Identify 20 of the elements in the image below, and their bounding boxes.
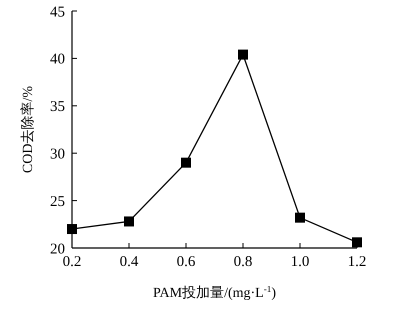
y-axis-title: COD去除率/% xyxy=(20,86,36,174)
point xyxy=(238,50,248,60)
y-tick-label: 35 xyxy=(50,99,65,116)
y-tick-label: 20 xyxy=(50,241,65,258)
point xyxy=(67,224,77,234)
x-tick-label: 0.6 xyxy=(176,254,196,270)
point xyxy=(295,212,305,223)
x-tick-label: 0.4 xyxy=(120,254,139,270)
x-tick-label: 0.2 xyxy=(62,254,82,270)
x-tick-label: 0.8 xyxy=(234,254,252,270)
x-tick-label: 1.0 xyxy=(290,254,310,270)
y-tick-label: 25 xyxy=(50,194,65,210)
y-tick-label: 40 xyxy=(50,52,65,68)
x-axis-title: PAM投加量/(mg·L$^{-1}$) xyxy=(153,284,276,301)
x-tick-label: 1.2 xyxy=(348,254,366,270)
point xyxy=(181,158,191,168)
y-tick-label: 45 xyxy=(50,4,65,20)
point xyxy=(124,216,134,226)
y-tick-label: 30 xyxy=(50,146,65,162)
point xyxy=(352,237,362,248)
